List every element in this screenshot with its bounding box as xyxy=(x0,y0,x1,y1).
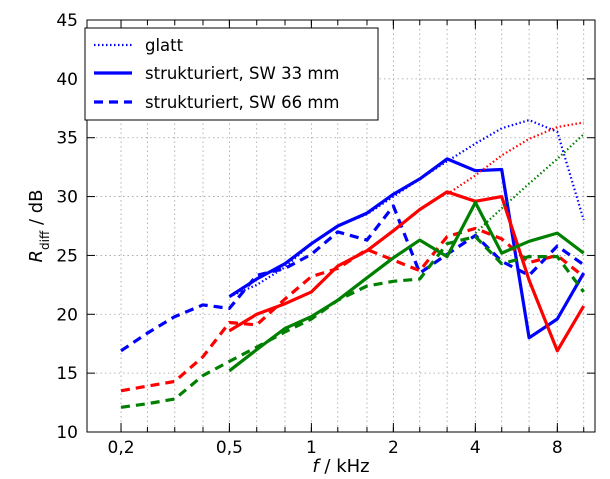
series-line-4 xyxy=(228,190,586,353)
series-layer xyxy=(120,118,586,409)
y-tick-label: 30 xyxy=(56,188,78,208)
y-tick-label: 25 xyxy=(56,246,78,266)
series-line-7 xyxy=(228,200,585,373)
legend-label-sw66: strukturiert, SW 66 mm xyxy=(145,93,339,112)
y-tick-label: 10 xyxy=(56,423,78,443)
legend-label-sw33: strukturiert, SW 33 mm xyxy=(145,64,339,83)
series-line-3 xyxy=(446,121,584,196)
y-axis-label: Rdiff / dB xyxy=(26,189,52,262)
x-tick-label: 1 xyxy=(306,438,317,458)
series-line-6 xyxy=(474,133,585,234)
series-line-1 xyxy=(228,157,586,340)
y-axis-var: R xyxy=(26,250,47,263)
x-tick-label: 8 xyxy=(552,438,563,458)
x-tick-label: 4 xyxy=(470,438,481,458)
plot-frame xyxy=(86,19,596,433)
y-tick-label: 15 xyxy=(56,364,78,384)
x-axis-unit: / kHz xyxy=(319,456,370,477)
ticks xyxy=(87,19,595,433)
series-line-2 xyxy=(120,204,585,353)
x-axis-var: f xyxy=(312,456,321,477)
y-axis-sub: diff xyxy=(38,230,52,250)
tick-labels: 10 15 20 25 30 35 40 45 0,2 0,5 1 2 4 8 xyxy=(56,11,562,458)
legend-box xyxy=(84,27,379,121)
x-tick-label: 0,5 xyxy=(216,438,243,458)
y-tick-label: 35 xyxy=(56,129,78,149)
x-tick-label: 2 xyxy=(388,438,399,458)
y-tick-label: 20 xyxy=(56,305,78,325)
x-tick-label: 0,2 xyxy=(108,438,135,458)
legend: glatt strukturiert, SW 33 mm strukturier… xyxy=(84,27,379,121)
legend-label-glatt: glatt xyxy=(145,36,184,55)
y-axis-unit: / dB xyxy=(26,189,47,230)
series-line-8 xyxy=(120,235,585,409)
x-axis-label: f / kHz xyxy=(312,456,369,477)
y-tick-label: 45 xyxy=(56,11,78,31)
y-tick-label: 40 xyxy=(56,70,78,90)
